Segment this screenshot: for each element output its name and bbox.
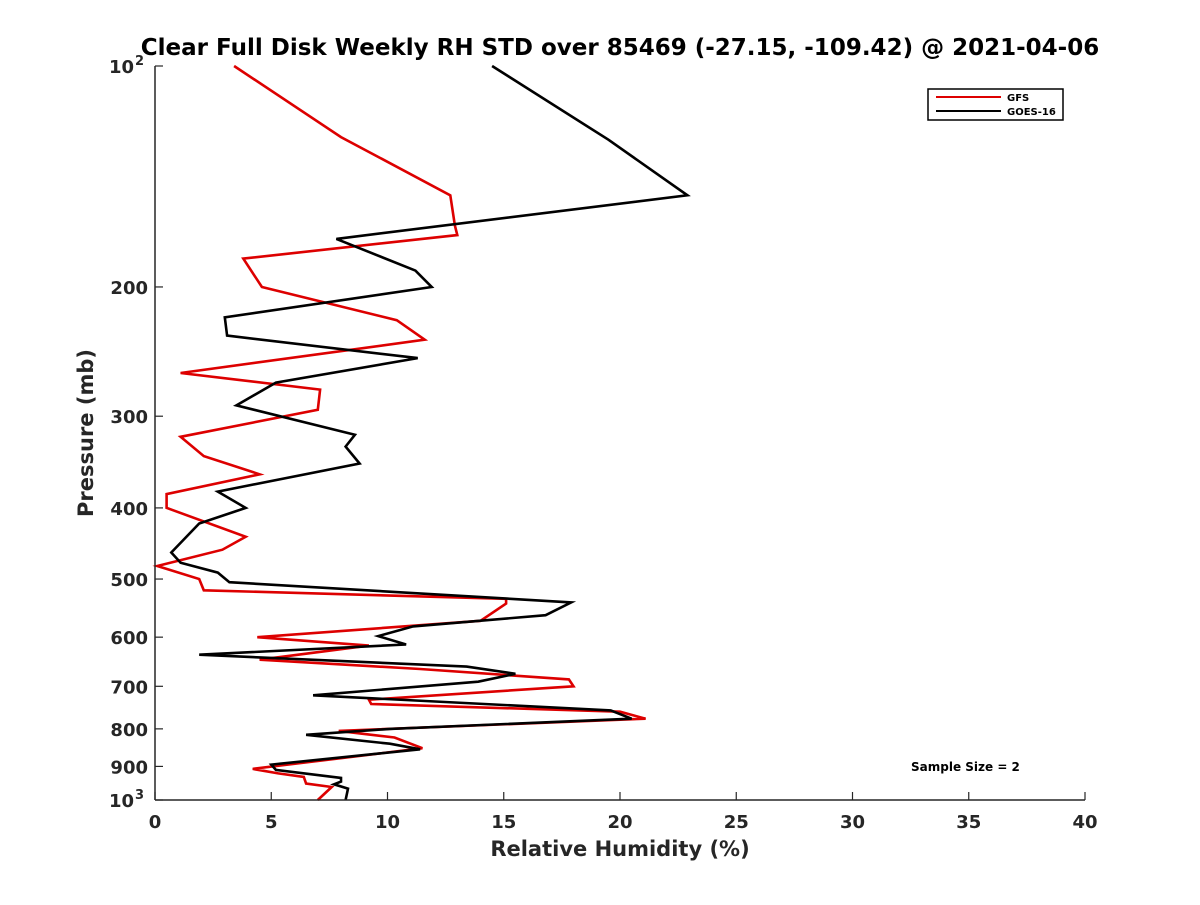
y-axis-label: Pressure (mb) xyxy=(74,349,98,517)
y-tick-label: 400 xyxy=(110,499,148,520)
x-tick-label: 30 xyxy=(840,812,865,833)
legend: GFS GOES-16 xyxy=(927,88,1064,121)
y-tick-label: 900 xyxy=(110,757,148,778)
x-axis-label: Relative Humidity (%) xyxy=(490,837,749,861)
x-tick-label: 25 xyxy=(724,812,749,833)
x-tick-label: 0 xyxy=(149,812,162,833)
y-tick-exponent: 3 xyxy=(135,788,144,803)
y-tick-label: 10 xyxy=(109,57,134,78)
y-tick-label: 500 xyxy=(110,570,148,591)
axes-layer xyxy=(154,66,1085,801)
y-tick-label: 300 xyxy=(110,407,148,428)
y-tick-label: 200 xyxy=(110,278,148,299)
sample-size-annotation: Sample Size = 2 xyxy=(911,760,1020,774)
x-tick-label: 20 xyxy=(607,812,632,833)
y-tick-label: 10 xyxy=(109,791,134,812)
series-line-gfs xyxy=(152,64,646,801)
chart-title: Clear Full Disk Weekly RH STD over 85469… xyxy=(141,35,1099,61)
x-ticks: 0 5 10 15 20 25 30 35 40 xyxy=(149,792,1098,833)
y-tick-label: 700 xyxy=(110,677,148,698)
y-tick-label: 800 xyxy=(110,720,148,741)
legend-label-goes16: GOES-16 xyxy=(1007,107,1056,118)
legend-box xyxy=(927,88,1064,121)
x-tick-label: 5 xyxy=(265,812,278,833)
x-tick-label: 40 xyxy=(1072,812,1097,833)
x-tick-label: 35 xyxy=(956,812,981,833)
legend-label-gfs: GFS xyxy=(1007,93,1029,104)
series-layer xyxy=(152,64,691,801)
y-tick-exponent: 2 xyxy=(135,54,144,69)
x-tick-label: 15 xyxy=(491,812,516,833)
series-line-goes16 xyxy=(169,64,691,801)
x-tick-label: 10 xyxy=(375,812,400,833)
y-tick-label: 600 xyxy=(110,628,148,649)
